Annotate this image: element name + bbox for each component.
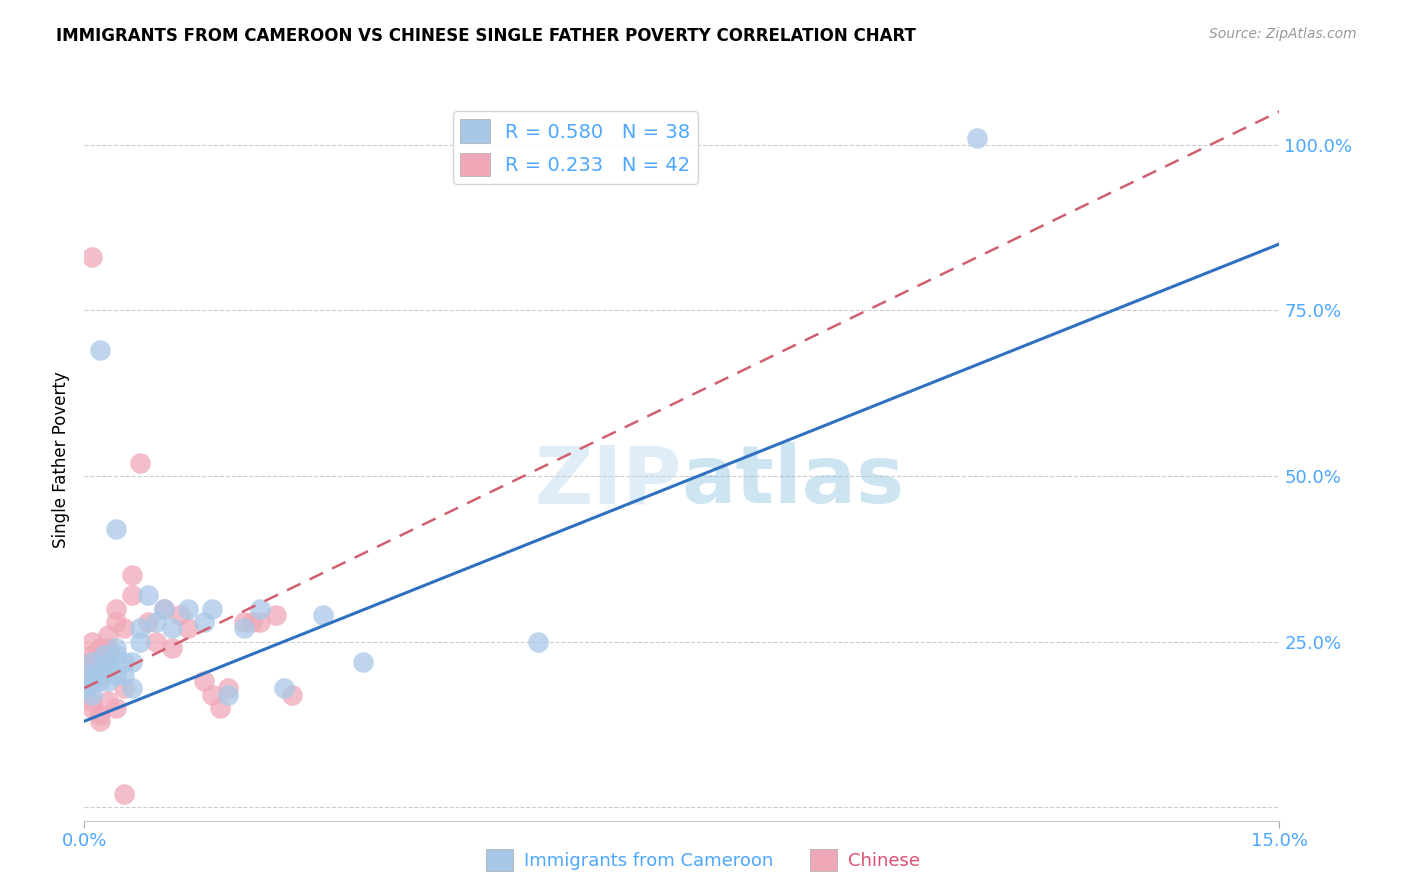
Point <box>232 615 254 629</box>
Point <box>97 641 120 656</box>
Point <box>177 621 200 635</box>
Point <box>169 608 191 623</box>
Point <box>80 674 103 689</box>
Legend: Immigrants from Cameroon, Chinese: Immigrants from Cameroon, Chinese <box>479 842 927 879</box>
Point <box>97 655 120 669</box>
Point <box>966 131 988 145</box>
Point <box>249 615 271 629</box>
Text: atlas: atlas <box>682 442 905 520</box>
Point <box>97 694 120 708</box>
Point <box>77 655 100 669</box>
Point <box>105 522 128 536</box>
Point <box>89 714 111 729</box>
Point <box>527 634 550 648</box>
Point <box>105 641 128 656</box>
Point <box>217 681 239 695</box>
Point <box>121 568 143 582</box>
Text: IMMIGRANTS FROM CAMEROON VS CHINESE SINGLE FATHER POVERTY CORRELATION CHART: IMMIGRANTS FROM CAMEROON VS CHINESE SING… <box>56 27 917 45</box>
Point <box>93 648 115 662</box>
Point <box>136 615 159 629</box>
Point <box>121 681 143 695</box>
Point <box>121 588 143 602</box>
Point <box>193 615 215 629</box>
Point <box>193 674 215 689</box>
Point <box>208 701 231 715</box>
Point <box>105 601 128 615</box>
Point <box>82 688 104 702</box>
Point <box>89 641 111 656</box>
Point <box>112 787 135 801</box>
Point <box>201 688 224 702</box>
Point <box>76 681 98 695</box>
Point <box>160 621 183 635</box>
Point <box>129 456 152 470</box>
Point <box>97 628 120 642</box>
Point <box>112 668 135 682</box>
Point <box>89 343 111 357</box>
Point <box>160 641 183 656</box>
Point <box>89 707 111 722</box>
Point <box>112 655 135 669</box>
Legend: R = 0.580   N = 38, R = 0.233   N = 42: R = 0.580 N = 38, R = 0.233 N = 42 <box>453 112 697 184</box>
Point <box>352 655 374 669</box>
Point <box>89 674 111 689</box>
Point <box>129 634 152 648</box>
Point <box>105 648 128 662</box>
Point <box>105 701 128 715</box>
Point <box>82 701 104 715</box>
Point <box>121 655 143 669</box>
Point <box>89 655 111 669</box>
Y-axis label: Single Father Poverty: Single Father Poverty <box>52 371 70 548</box>
Point <box>232 621 254 635</box>
Point <box>153 601 176 615</box>
Point <box>97 674 120 689</box>
Point <box>75 668 97 682</box>
Point <box>82 250 104 264</box>
Point <box>105 668 128 682</box>
Point <box>273 681 295 695</box>
Point <box>145 634 167 648</box>
Point <box>217 688 239 702</box>
Point <box>82 648 104 662</box>
Point <box>112 621 135 635</box>
Point <box>249 601 271 615</box>
Point <box>77 668 100 682</box>
Point <box>264 608 287 623</box>
Point <box>201 601 224 615</box>
Point <box>89 661 111 675</box>
Text: Source: ZipAtlas.com: Source: ZipAtlas.com <box>1209 27 1357 41</box>
Point <box>89 668 111 682</box>
Point <box>76 674 98 689</box>
Point <box>136 588 159 602</box>
Point <box>153 601 176 615</box>
Point <box>112 681 135 695</box>
Point <box>129 621 152 635</box>
Point <box>145 615 167 629</box>
Point <box>97 648 120 662</box>
Point <box>97 661 120 675</box>
Point <box>82 661 104 675</box>
Point <box>280 688 302 702</box>
Point <box>82 694 104 708</box>
Point <box>82 655 104 669</box>
Text: ZIP: ZIP <box>534 442 682 520</box>
Point <box>82 634 104 648</box>
Point <box>240 615 263 629</box>
Point <box>312 608 335 623</box>
Point <box>105 615 128 629</box>
Point <box>177 601 200 615</box>
Point <box>86 668 108 682</box>
